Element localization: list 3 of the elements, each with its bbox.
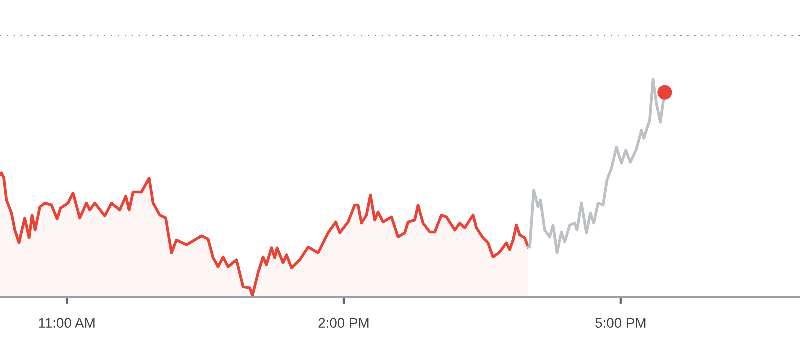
x-tick-label: 11:00 AM — [39, 318, 95, 328]
x-tick-label: 5:00 PM — [596, 318, 646, 328]
x-tick-label: 2:00 PM — [318, 318, 369, 328]
